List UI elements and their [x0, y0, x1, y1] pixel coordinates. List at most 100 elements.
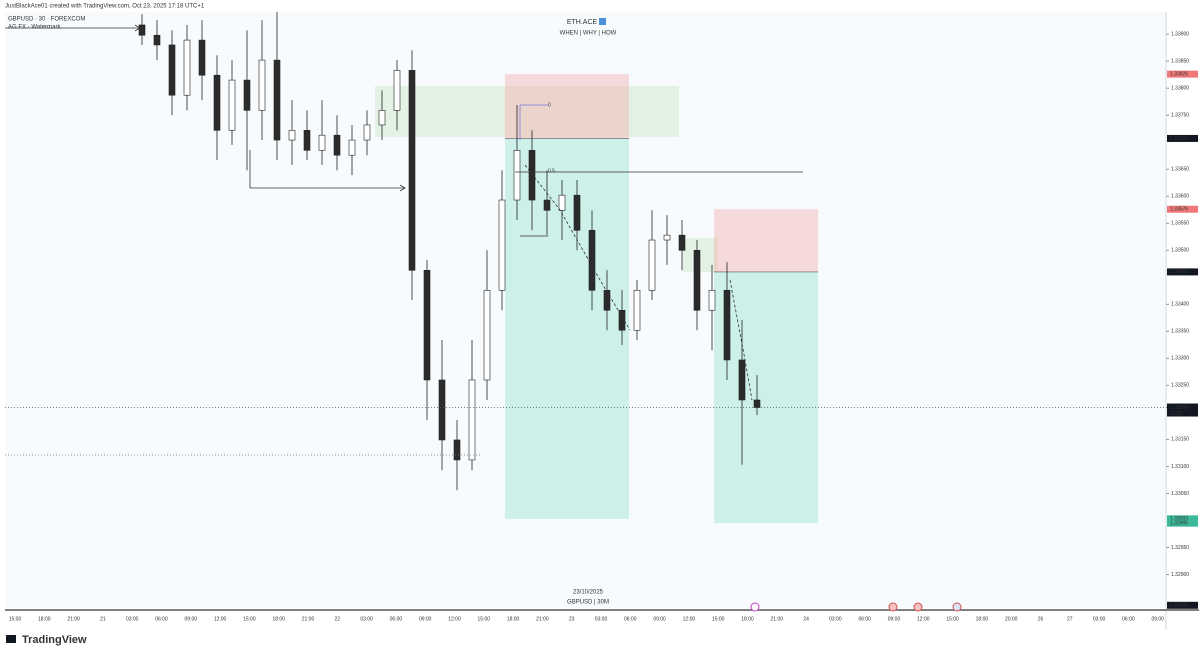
- x-tick-label: 15:00: [712, 616, 725, 622]
- brand-icon: [599, 18, 606, 25]
- x-tick-label: 21:00: [771, 616, 784, 622]
- event-icon: [888, 602, 898, 612]
- event-icon: [913, 602, 923, 612]
- price-badge: [1167, 601, 1198, 609]
- y-tick-label: 1.33300: [1171, 356, 1189, 362]
- x-tick-label: 15:00: [478, 616, 491, 622]
- x-tick-label: 27: [1067, 616, 1073, 622]
- y-tick-label: 1.33800: [1171, 86, 1189, 92]
- candle-body: [303, 130, 311, 151]
- price-badge-label: 1.33460: [1170, 269, 1188, 275]
- y-tick-label: 1.32900: [1171, 572, 1189, 578]
- candle-body: [708, 289, 716, 311]
- candle-body: [408, 70, 416, 271]
- y-tick-label: 1.32950: [1171, 545, 1189, 551]
- last-price-badge: [1167, 403, 1198, 417]
- x-tick-label: 09:00: [1151, 616, 1164, 622]
- projection: [524, 164, 631, 331]
- brand: ETH.ACE: [567, 19, 598, 26]
- x-tick-label: 06:00: [390, 616, 403, 622]
- candle-body: [213, 74, 221, 131]
- y-tick-label: 1.33650: [1171, 167, 1189, 173]
- price-badge-label: 1.33576: [1170, 207, 1188, 213]
- price-badge-label: 1.32995: [1170, 520, 1188, 526]
- positions: [505, 74, 818, 524]
- arrow-head: [134, 24, 141, 32]
- y-tick-label: 1.33850: [1171, 58, 1189, 64]
- x-tick-label: 18:00: [38, 616, 51, 622]
- watermark: AG FX - Watermark: [8, 25, 61, 31]
- event-icon: [952, 602, 962, 612]
- x-tick-label: 12:00: [214, 616, 227, 622]
- logo-icon: [6, 635, 16, 643]
- x-tick-label: 23: [569, 616, 575, 622]
- x-tick-label: 06:00: [624, 616, 637, 622]
- y-tick-label: 1.33250: [1171, 383, 1189, 389]
- projection: [729, 279, 753, 401]
- demand-zone: [375, 86, 679, 137]
- x-tick-label: 12:00: [683, 616, 696, 622]
- x-tick-label: 09:00: [419, 616, 432, 622]
- candle-body: [633, 289, 641, 331]
- candle-body: [243, 79, 251, 111]
- candle-body: [258, 59, 266, 111]
- price-badge-label: 1.33707: [1170, 136, 1188, 142]
- x-tick-label: 06:00: [1122, 616, 1135, 622]
- candle-body: [318, 134, 326, 151]
- candle-body: [678, 234, 686, 251]
- x-tick-label: 18:00: [272, 616, 285, 622]
- fib-label: 0: [548, 102, 551, 108]
- x-tick-label: 09:00: [888, 616, 901, 622]
- candle-body: [288, 130, 296, 141]
- price-badge: [1167, 268, 1198, 276]
- candle-body: [363, 124, 371, 141]
- price-badge: [1167, 70, 1198, 78]
- candle-body: [603, 289, 611, 311]
- x-tick-label: 20:00: [1005, 616, 1018, 622]
- last-price-label: 1.33209: [1170, 405, 1188, 411]
- price-badge-label: 1.33826: [1170, 71, 1188, 77]
- x-tick-label: 03:00: [1093, 616, 1106, 622]
- x-tick-label: 18:00: [507, 616, 520, 622]
- y-tick-label: 1.33050: [1171, 491, 1189, 497]
- x-tick-label: 21:00: [536, 616, 549, 622]
- candle-body: [153, 34, 161, 46]
- candle-body: [138, 24, 146, 36]
- y-tick-label: 1.33150: [1171, 437, 1189, 443]
- x-tick-label: 21:00: [302, 616, 315, 622]
- candle-body: [558, 194, 566, 211]
- x-tick-label: 09:00: [185, 616, 198, 622]
- candle-body: [423, 269, 431, 381]
- candle-body: [753, 399, 761, 408]
- candle-body: [738, 359, 746, 401]
- y-tick-label: 1.33900: [1171, 31, 1189, 37]
- candle-body: [513, 150, 521, 201]
- candle-body: [648, 239, 656, 291]
- events: [750, 602, 962, 612]
- x-tick-label: 12:00: [448, 616, 461, 622]
- y-tick-label: 1.33350: [1171, 329, 1189, 335]
- x-tick-label: 15:00: [243, 616, 256, 622]
- candle-body: [348, 139, 356, 156]
- candle-body: [498, 199, 506, 291]
- x-tick-label: 24: [803, 616, 809, 622]
- countdown: 11:22: [1170, 411, 1182, 417]
- demand-zone: [683, 238, 718, 272]
- candle-body: [528, 150, 536, 201]
- logo: TradingView: [22, 634, 87, 646]
- x-tick-label: 03:00: [126, 616, 139, 622]
- x-tick-label: 21: [100, 616, 106, 622]
- x-tick-label: 15:00: [9, 616, 22, 622]
- x-tick-label: 18:00: [741, 616, 754, 622]
- price-badge: [1167, 519, 1198, 527]
- target-zone: [714, 271, 818, 524]
- target-zone: [505, 138, 629, 519]
- attribution: JustBlackAce01 created with TradingView.…: [5, 4, 205, 10]
- candle-body: [273, 59, 281, 141]
- candle-body: [573, 194, 581, 231]
- date: 23/10/2025: [573, 590, 604, 596]
- fib-label: 0.5: [548, 168, 555, 174]
- y-tick-label: 1.33400: [1171, 302, 1189, 308]
- x-tick-label: 03:00: [829, 616, 842, 622]
